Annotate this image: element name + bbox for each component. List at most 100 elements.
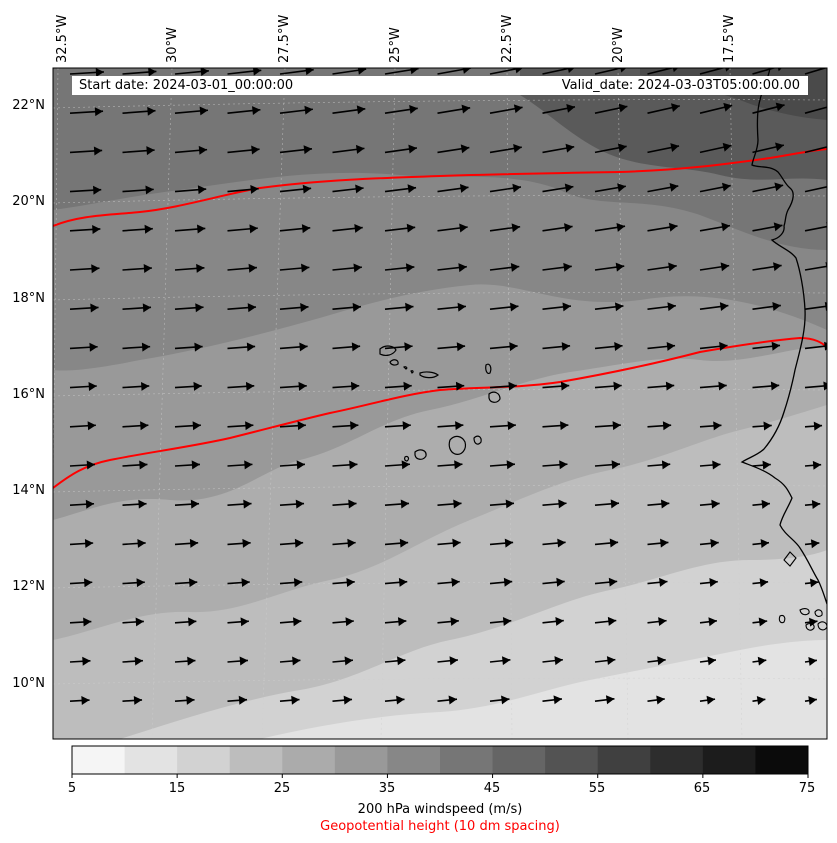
wind-arrow: [699, 617, 717, 627]
wind-arrow: [227, 145, 260, 155]
colorbar-swatch: [492, 746, 546, 774]
wind-arrow: [437, 577, 460, 587]
wind-arrow: [174, 263, 205, 273]
wind-arrow: [437, 223, 468, 233]
wind-arrow: [437, 617, 459, 627]
wind-arrow: [542, 538, 566, 548]
wind-arrow: [699, 538, 719, 548]
wind-arrow: [594, 460, 620, 470]
lat-label-18n: 18°N: [12, 291, 45, 306]
wind-arrow: [174, 421, 201, 431]
wind-arrow: [384, 184, 417, 194]
wind-arrow: [332, 342, 361, 352]
wind-arrow: [279, 224, 311, 234]
coastline-africa: [740, 68, 827, 605]
wind-arrow: [332, 577, 355, 587]
wind-arrow: [699, 499, 720, 509]
wind-arrow: [489, 695, 510, 705]
wind-arrow: [594, 68, 627, 75]
cape-verde-islands: [379, 345, 501, 462]
wind-arrow: [122, 146, 155, 156]
wind-arrow: [804, 381, 827, 391]
wind-arrow: [489, 68, 524, 75]
wind-arrow: [647, 499, 670, 509]
wind-arrow: [384, 460, 410, 470]
wind-arrow: [489, 538, 514, 548]
colorbar: [71, 745, 809, 778]
wind-arrow: [752, 182, 784, 193]
wind-arrow: [542, 342, 571, 352]
wind-arrow: [804, 696, 817, 706]
wind-arrow: [279, 617, 302, 627]
wind-arrow: [122, 224, 153, 234]
wind-arrow: [384, 538, 409, 548]
wind-arrow: [699, 381, 727, 391]
wind-arrow: [69, 421, 96, 431]
wind-arrow: [384, 617, 407, 627]
wind-arrow: [542, 656, 563, 666]
wind-arrow: [174, 303, 204, 313]
wind-arrow: [594, 143, 627, 154]
wind-arrow: [122, 538, 146, 548]
wind-arrow: [332, 302, 362, 312]
date-info-box: Start date: 2024-03-01_00:00:00 Valid_da…: [72, 76, 808, 95]
wind-arrow: [279, 105, 313, 115]
wind-arrow: [437, 263, 467, 273]
wind-arrow: [647, 617, 667, 627]
colorbar-swatch: [650, 746, 704, 774]
wind-arrow: [69, 381, 97, 391]
wind-arrow: [332, 695, 353, 705]
wind-arrow: [122, 264, 152, 274]
wind-arrow: [699, 578, 718, 588]
wind-arrow: [174, 185, 207, 195]
wind-arrow: [384, 105, 418, 114]
colorbar-swatch: [334, 746, 388, 774]
wind-arrow: [174, 695, 195, 705]
wind-arrow: [384, 144, 418, 154]
wind-arrow: [384, 342, 413, 352]
wind-arrow: [227, 421, 254, 431]
wind-arrow: [752, 578, 769, 588]
wind-arrow: [227, 578, 250, 588]
lon-label-22-5w: 22.5°W: [500, 14, 515, 63]
wind-arrow: [699, 222, 731, 232]
wind-arrow: [489, 342, 518, 352]
wind-arrow: [384, 223, 416, 233]
wind-arrow: [542, 381, 570, 391]
wind-arrow: [69, 499, 95, 509]
wind-arrow: [279, 342, 308, 352]
wind-arrow: [647, 460, 671, 470]
wind-arrow: [122, 499, 147, 509]
wind-arrow: [174, 656, 196, 666]
wind-arrow: [489, 381, 517, 391]
wind-arrow: [699, 656, 717, 666]
colorbar-tick-75: 75: [798, 781, 816, 796]
wind-arrow: [804, 68, 827, 75]
wind-arrow: [227, 499, 252, 509]
colorbar-swatch: [282, 746, 336, 774]
lon-label-32-5w: 32.5°W: [55, 14, 70, 63]
wind-arrow: [69, 460, 96, 470]
wind-arrow: [752, 421, 772, 431]
lon-label-20w: 20°W: [611, 27, 626, 63]
wind-arrow: [279, 381, 307, 391]
wind-arrow: [594, 499, 620, 509]
wind-arrow: [279, 499, 305, 509]
colorbar-swatch: [755, 746, 809, 774]
wind-arrow: [804, 301, 827, 311]
wind-arrow: [69, 578, 93, 588]
wind-arrow: [804, 106, 827, 114]
wind-arrow: [122, 656, 144, 666]
wind-arrow: [227, 263, 257, 273]
wind-arrow: [489, 577, 513, 587]
wind-arrow: [647, 68, 679, 75]
wind-arrow: [332, 617, 354, 627]
wind-arrow: [279, 460, 305, 470]
wind-arrow: [384, 68, 419, 75]
wind-arrow: [384, 499, 410, 509]
wind-arrow: [174, 460, 201, 470]
colorbar-swatch: [387, 746, 441, 774]
bijagos-islands: [778, 551, 827, 631]
wind-arrow: [174, 224, 206, 234]
wind-arrow: [437, 421, 464, 431]
